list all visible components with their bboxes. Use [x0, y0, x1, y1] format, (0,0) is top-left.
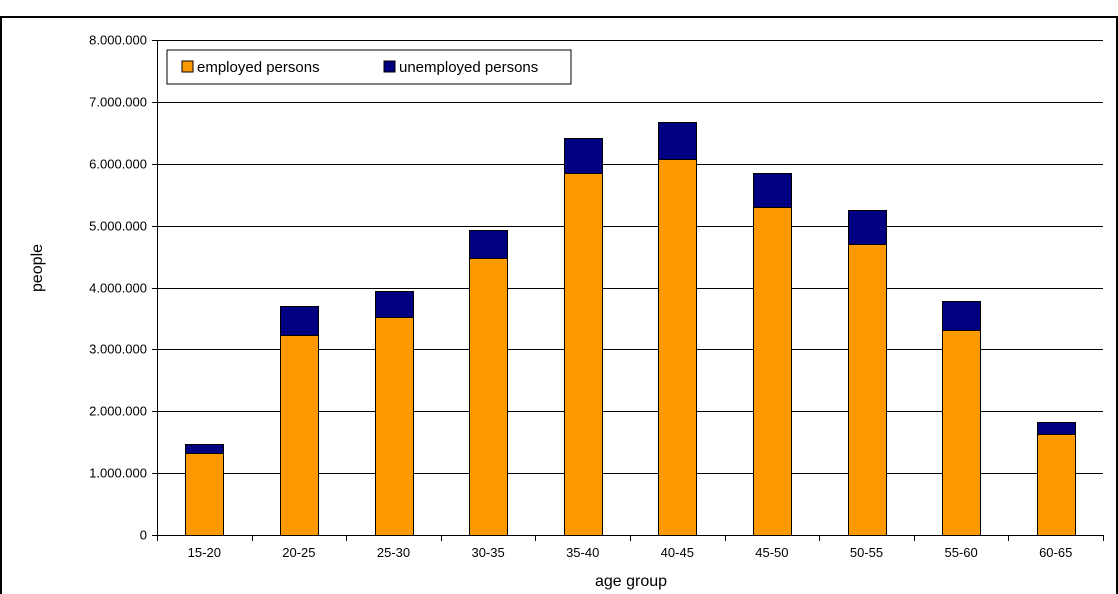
bar-employed-20-25 [280, 335, 319, 536]
x-tick-label: 60-65 [1039, 545, 1072, 560]
bar-unemployed-45-50 [753, 173, 792, 208]
legend-swatch-unemployed [383, 60, 396, 73]
y-tick-label: 2.000.000 [89, 404, 147, 419]
bar-employed-15-20 [185, 453, 224, 536]
x-tick-label: 40-45 [661, 545, 694, 560]
y-tick-label: 3.000.000 [89, 342, 147, 357]
x-tick-label: 30-35 [471, 545, 504, 560]
y-axis-title: people [29, 244, 46, 292]
bar-employed-50-55 [848, 244, 887, 536]
x-tick-label: 45-50 [755, 545, 788, 560]
bar-unemployed-25-30 [375, 291, 414, 318]
legend: employed persons unemployed persons [166, 49, 572, 85]
legend-box [166, 49, 572, 85]
x-tick-label: 55-60 [944, 545, 977, 560]
legend-label-employed: employed persons [197, 59, 320, 76]
bar-employed-35-40 [564, 173, 603, 536]
y-tick-label: 1.000.000 [89, 466, 147, 481]
y-tick-label: 0 [140, 528, 147, 543]
y-tick-label: 5.000.000 [89, 219, 147, 234]
legend-label-unemployed: unemployed persons [399, 59, 538, 76]
y-axis-tick-labels: 0 1.000.000 2.000.000 3.000.000 4.000.000 5.0… [89, 33, 147, 543]
x-axis-title: age group [595, 573, 667, 590]
legend-swatch-employed [181, 60, 194, 73]
x-axis-tick-labels: 15-20 20-25 25-30 30-35 35-40 40-45 45-50 50-55… [188, 545, 1073, 560]
x-tick-label: 25-30 [377, 545, 410, 560]
bar-employed-45-50 [753, 207, 792, 536]
y-tick-label: 7.000.000 [89, 95, 147, 110]
bar-unemployed-20-25 [280, 306, 319, 336]
bar-unemployed-15-20 [185, 444, 224, 454]
bar-employed-40-45 [658, 159, 697, 536]
bar-employed-60-65 [1037, 434, 1076, 536]
y-tick-label: 6.000.000 [89, 157, 147, 172]
bar-employed-55-60 [942, 330, 981, 536]
bar-employed-25-30 [375, 317, 414, 536]
axes [152, 40, 1104, 541]
bars [185, 122, 1076, 536]
bar-unemployed-55-60 [942, 301, 981, 331]
x-tick-label: 50-55 [850, 545, 883, 560]
x-tick-label: 20-25 [282, 545, 315, 560]
bar-unemployed-35-40 [564, 138, 603, 174]
bar-unemployed-50-55 [848, 210, 887, 245]
y-tick-label: 8.000.000 [89, 33, 147, 48]
bar-unemployed-40-45 [658, 122, 697, 160]
bar-unemployed-30-35 [469, 230, 508, 259]
x-tick-label: 15-20 [188, 545, 221, 560]
y-tick-label: 4.000.000 [89, 281, 147, 296]
x-tick-label: 35-40 [566, 545, 599, 560]
bar-employed-30-35 [469, 258, 508, 536]
bar-unemployed-60-65 [1037, 422, 1076, 435]
